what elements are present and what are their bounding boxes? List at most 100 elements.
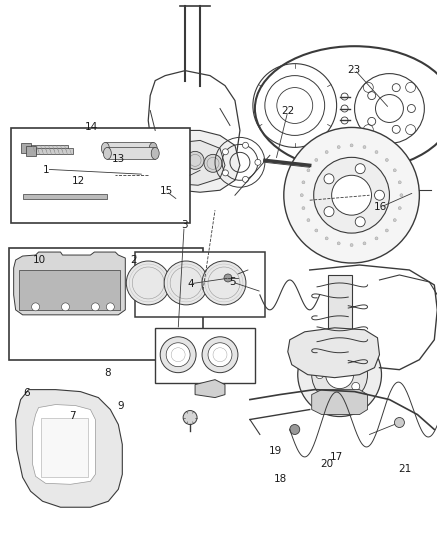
Circle shape <box>374 190 385 200</box>
Circle shape <box>183 410 197 424</box>
Bar <box>21 143 31 154</box>
Bar <box>9 248 203 360</box>
Text: 14: 14 <box>85 122 98 132</box>
Circle shape <box>204 155 222 172</box>
Circle shape <box>307 169 310 172</box>
Circle shape <box>398 207 401 209</box>
Circle shape <box>106 303 114 311</box>
Polygon shape <box>288 328 379 378</box>
Text: 17: 17 <box>329 451 343 462</box>
Circle shape <box>61 303 70 311</box>
Circle shape <box>325 237 328 240</box>
Bar <box>19 270 120 310</box>
Bar <box>107 148 155 159</box>
Circle shape <box>315 229 318 232</box>
Circle shape <box>312 347 367 402</box>
Circle shape <box>395 417 404 427</box>
Circle shape <box>302 181 305 184</box>
Text: 8: 8 <box>104 368 111 378</box>
Polygon shape <box>312 390 367 415</box>
Circle shape <box>329 352 337 360</box>
Circle shape <box>255 159 261 165</box>
Circle shape <box>243 142 248 148</box>
Text: 13: 13 <box>112 154 125 164</box>
Text: 20: 20 <box>321 459 334 469</box>
Text: 5: 5 <box>229 278 235 287</box>
Circle shape <box>392 125 400 133</box>
Circle shape <box>355 164 365 174</box>
Bar <box>328 275 352 385</box>
Text: 16: 16 <box>374 202 387 212</box>
Ellipse shape <box>101 142 110 155</box>
Polygon shape <box>16 390 122 507</box>
Circle shape <box>392 84 400 92</box>
Text: 10: 10 <box>32 255 46 265</box>
Text: 1: 1 <box>43 165 50 175</box>
Circle shape <box>337 146 340 149</box>
Circle shape <box>324 207 334 216</box>
Circle shape <box>375 150 378 154</box>
Polygon shape <box>144 131 240 192</box>
Circle shape <box>300 193 303 197</box>
Text: 19: 19 <box>269 447 283 456</box>
Circle shape <box>352 359 360 367</box>
Circle shape <box>398 181 401 184</box>
Circle shape <box>385 158 389 161</box>
Text: 4: 4 <box>187 279 194 289</box>
Bar <box>31 146 68 151</box>
Bar <box>35 148 74 155</box>
Circle shape <box>393 169 396 172</box>
Text: 23: 23 <box>348 65 361 75</box>
Circle shape <box>326 361 353 389</box>
Circle shape <box>375 237 378 240</box>
Circle shape <box>166 343 190 367</box>
Bar <box>155 328 255 383</box>
Circle shape <box>407 104 415 112</box>
Circle shape <box>164 261 208 305</box>
Circle shape <box>352 382 360 390</box>
Polygon shape <box>14 252 125 315</box>
Bar <box>135 252 265 317</box>
Bar <box>25 147 35 156</box>
Text: 9: 9 <box>117 401 124 411</box>
Ellipse shape <box>151 148 159 159</box>
Circle shape <box>186 151 204 169</box>
Circle shape <box>32 303 39 311</box>
Circle shape <box>224 274 232 282</box>
Circle shape <box>202 261 246 305</box>
Circle shape <box>363 242 366 245</box>
Bar <box>23 194 107 199</box>
Circle shape <box>350 144 353 147</box>
Circle shape <box>202 337 238 373</box>
Circle shape <box>368 117 376 125</box>
Text: 2: 2 <box>131 255 137 265</box>
Polygon shape <box>41 417 88 478</box>
Circle shape <box>363 146 366 149</box>
Circle shape <box>223 170 228 176</box>
Circle shape <box>307 219 310 222</box>
Circle shape <box>160 337 196 373</box>
Circle shape <box>329 390 337 398</box>
Ellipse shape <box>103 148 111 159</box>
Circle shape <box>315 158 318 161</box>
Circle shape <box>314 157 389 233</box>
Text: 6: 6 <box>24 388 30 398</box>
Circle shape <box>92 303 99 311</box>
Circle shape <box>368 92 376 100</box>
Bar <box>11 128 190 223</box>
Circle shape <box>223 149 228 155</box>
Text: 7: 7 <box>69 411 76 421</box>
Circle shape <box>350 244 353 247</box>
Circle shape <box>332 175 371 215</box>
Circle shape <box>298 333 381 416</box>
Text: 12: 12 <box>72 176 85 187</box>
Polygon shape <box>148 140 225 185</box>
Bar <box>106 142 153 155</box>
Circle shape <box>355 217 365 227</box>
Text: 21: 21 <box>398 464 411 474</box>
Circle shape <box>393 219 396 222</box>
Circle shape <box>290 424 300 434</box>
Circle shape <box>302 207 305 209</box>
Text: 15: 15 <box>160 186 173 196</box>
Polygon shape <box>32 405 95 484</box>
